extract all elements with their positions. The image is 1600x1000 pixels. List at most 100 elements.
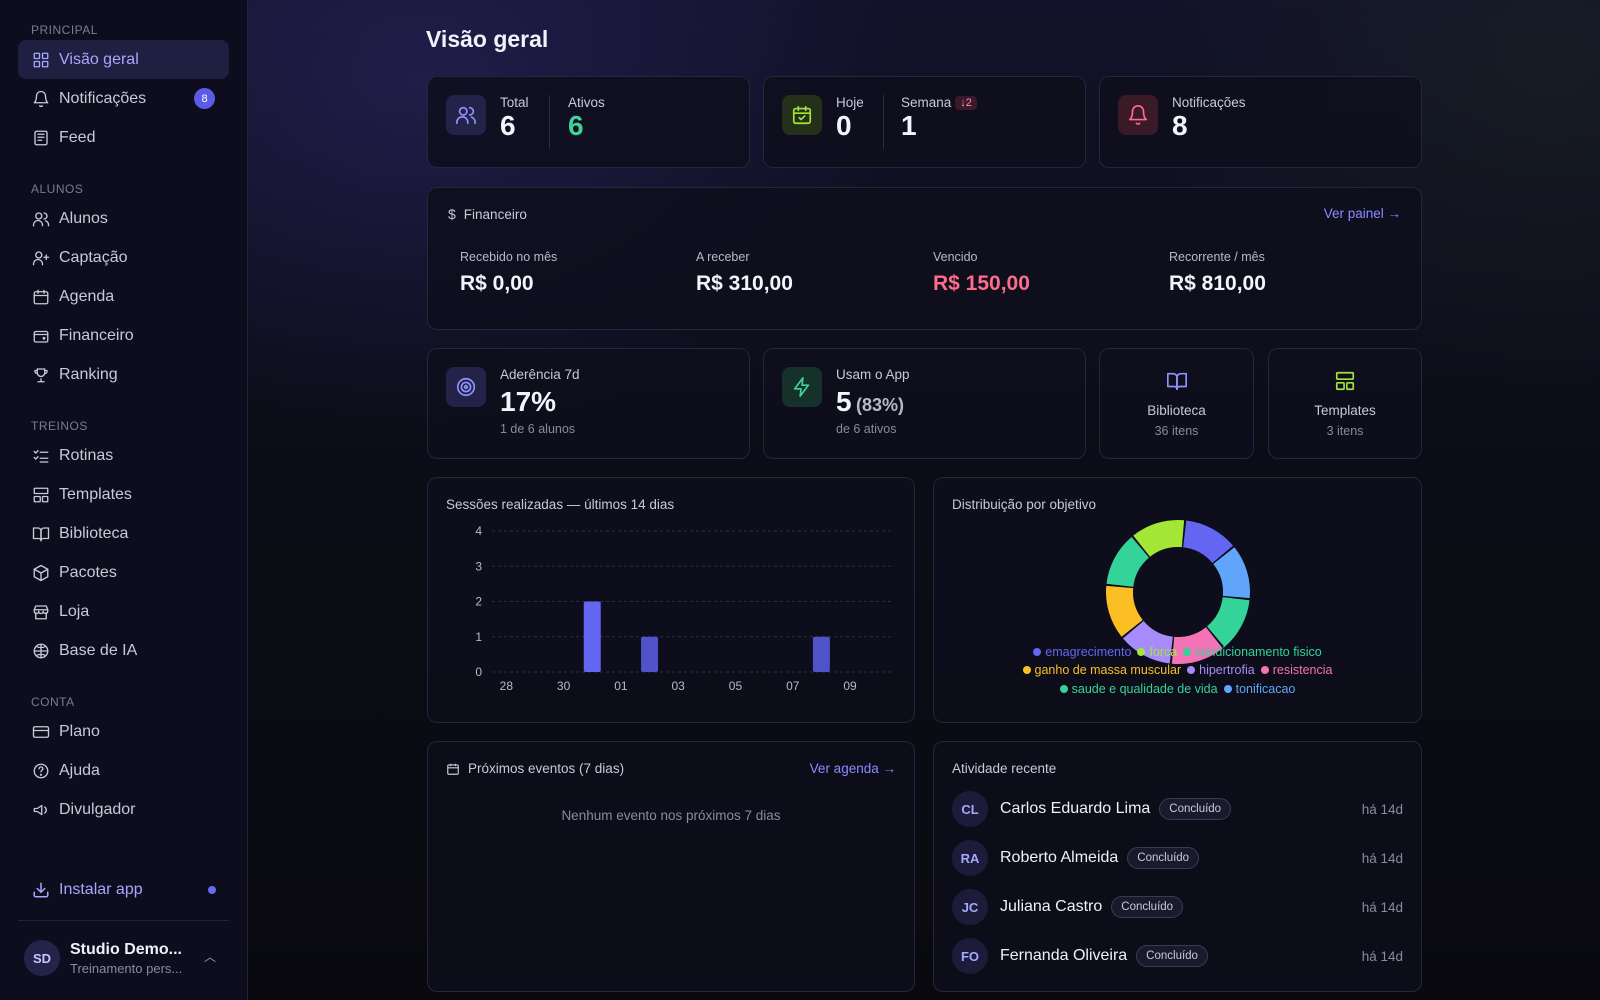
library-card[interactable]: Biblioteca 36 itens xyxy=(1099,348,1254,459)
activity-student-name: Carlos Eduardo Lima xyxy=(1000,800,1151,817)
legend-label: tonificacao xyxy=(1235,682,1296,696)
book-icon xyxy=(32,525,50,543)
library-label: Biblioteca xyxy=(1147,402,1206,418)
sidebar-item-biblioteca[interactable]: Biblioteca xyxy=(18,514,229,553)
status-badge: Concluído xyxy=(1111,896,1184,918)
activity-row[interactable]: CL Carlos Eduardo Lima Concluído há 14d xyxy=(952,790,1403,828)
legend-swatch xyxy=(1260,666,1269,674)
legend-label: condicionamento fisico xyxy=(1195,645,1322,659)
bar-02[interactable] xyxy=(641,636,659,672)
activity-row[interactable]: RA Roberto Almeida Concluído há 14d xyxy=(952,839,1403,877)
target-icon xyxy=(446,367,486,407)
sidebar-item-label: Divulgador xyxy=(59,800,136,818)
bar-31[interactable] xyxy=(583,601,601,673)
legend-item[interactable]: resistencia xyxy=(1260,663,1332,677)
sidebar-item-label: Captação xyxy=(59,248,128,266)
legend-item[interactable]: tonificacao xyxy=(1223,682,1296,696)
view-panel-link[interactable]: Ver painel → xyxy=(1323,206,1401,221)
legend-item[interactable]: hipertrofia xyxy=(1187,663,1255,677)
sidebar-item-label: Feed xyxy=(59,128,96,146)
events-title: Próximos eventos (7 dias) xyxy=(468,761,625,776)
activity-row[interactable]: FO Fernanda Oliveira Concluído há 14d xyxy=(952,937,1403,975)
bell-icon xyxy=(1118,95,1158,135)
activity-row[interactable]: JC Juliana Castro Concluído há 14d xyxy=(952,888,1403,926)
finance-item: Recorrente / mês R$ 810,00 xyxy=(1169,250,1266,296)
status-badge: Concluído xyxy=(1136,945,1208,967)
finance-item-label: Recorrente / mês xyxy=(1169,250,1265,264)
sidebar-item-templates[interactable]: Templates xyxy=(18,475,229,514)
total-value: 6 xyxy=(500,110,516,141)
profile-menu[interactable]: SD Studio Demo... Treinamento pers... ︿ xyxy=(24,936,230,980)
donut-slice-saude-e-qualidade-de-vida[interactable] xyxy=(1207,597,1250,648)
templates-card[interactable]: Templates 3 itens xyxy=(1268,348,1422,459)
activity-student-name: Juliana Castro xyxy=(1000,898,1103,915)
stat-divider xyxy=(883,95,884,149)
install-app-label: Instalar app xyxy=(59,881,143,898)
legend-swatch xyxy=(1022,666,1031,674)
legend-item[interactable]: emagrecimento xyxy=(1033,645,1131,659)
sidebar-item-plano[interactable]: Plano xyxy=(18,712,229,751)
view-agenda-link[interactable]: Ver agenda → xyxy=(809,761,896,776)
finance-item-value: R$ 810,00 xyxy=(1169,272,1266,295)
x-tick-label: 28 xyxy=(500,679,514,693)
avatar: SD xyxy=(24,940,60,976)
sidebar-item-divulgador[interactable]: Divulgador xyxy=(18,790,229,829)
total-label: Total xyxy=(500,95,529,110)
layout-icon xyxy=(32,486,50,504)
donut-slice-tonificacao[interactable] xyxy=(1213,547,1250,599)
sidebar-item-financeiro[interactable]: Financeiro xyxy=(18,316,229,355)
sidebar-item-visao-geral[interactable]: Visão geral xyxy=(18,40,229,79)
finance-item-label: Vencido xyxy=(933,250,978,264)
finance-card: $ Financeiro Ver painel → Recebido no mê… xyxy=(427,187,1422,330)
store-icon xyxy=(32,603,50,621)
sidebar-item-notificacoes[interactable]: Notificações 8 xyxy=(18,79,229,118)
today-label: Hoje xyxy=(836,95,864,110)
app-usage-value: 5 xyxy=(836,386,852,417)
sidebar-item-ranking[interactable]: Ranking xyxy=(18,355,229,394)
y-tick-label: 4 xyxy=(475,524,482,538)
chevron-up-icon: ︿ xyxy=(203,950,216,964)
donut-slice-forca[interactable] xyxy=(1133,520,1185,557)
avatar: JC xyxy=(952,889,988,925)
nav-section-title: ALUNOS xyxy=(31,182,84,196)
donut-slice-ganho-de-massa-muscular[interactable] xyxy=(1106,585,1143,637)
sidebar-item-ajuda[interactable]: Ajuda xyxy=(18,751,229,790)
week-label: Semana xyxy=(901,95,952,110)
sidebar-item-captacao[interactable]: Captação xyxy=(18,238,229,277)
newspaper-icon xyxy=(32,129,50,147)
legend-item[interactable]: forca xyxy=(1137,645,1177,659)
finance-item: A receber R$ 310,00 xyxy=(696,250,793,296)
app-usage-percent: (83%) xyxy=(856,395,905,415)
x-tick-label: 07 xyxy=(786,679,800,693)
calendar-check-icon xyxy=(782,95,822,135)
distribution-chart-card: Distribuição por objetivo emagrecimento f… xyxy=(933,477,1422,723)
active-value: 6 xyxy=(568,110,584,141)
legend-item[interactable]: saude e qualidade de vida xyxy=(1059,682,1218,696)
legend-item[interactable]: condicionamento fisico xyxy=(1183,645,1322,659)
notifications-stat-card[interactable]: Notificações 8 xyxy=(1099,76,1422,168)
app-usage-card: Usam o App 5 (83%) de 6 ativos xyxy=(763,348,1086,459)
sidebar-item-label: Templates xyxy=(59,485,132,503)
legend-item[interactable]: ganho de massa muscular xyxy=(1022,663,1181,677)
sidebar-item-alunos[interactable]: Alunos xyxy=(18,199,229,238)
donut-slice-hipertrofia[interactable] xyxy=(1122,621,1173,664)
calendar-icon xyxy=(446,762,460,776)
sidebar-item-rotinas[interactable]: Rotinas xyxy=(18,436,229,475)
nav-gap xyxy=(0,394,247,410)
activity-student-name: Fernanda Oliveira xyxy=(1000,947,1128,964)
donut-slice-emagrecimento[interactable] xyxy=(1183,520,1234,563)
donut-slice-condicionamento-fisico[interactable] xyxy=(1106,536,1149,587)
sidebar-item-loja[interactable]: Loja xyxy=(18,592,229,631)
sidebar-item-agenda[interactable]: Agenda xyxy=(18,277,229,316)
bar-08[interactable] xyxy=(812,636,830,672)
activity-student-name: Roberto Almeida xyxy=(1000,849,1119,866)
sidebar-item-pacotes[interactable]: Pacotes xyxy=(18,553,229,592)
status-badge: Concluído xyxy=(1127,847,1200,869)
finance-title: Financeiro xyxy=(463,206,527,222)
legend-swatch xyxy=(1223,685,1232,693)
sidebar-item-base-de-ia[interactable]: Base de IA xyxy=(18,631,229,670)
page-title: Visão geral xyxy=(426,26,549,52)
install-app-button[interactable]: Instalar app xyxy=(18,870,230,910)
sidebar-item-feed[interactable]: Feed xyxy=(18,118,229,157)
x-tick-label: 01 xyxy=(614,679,628,693)
